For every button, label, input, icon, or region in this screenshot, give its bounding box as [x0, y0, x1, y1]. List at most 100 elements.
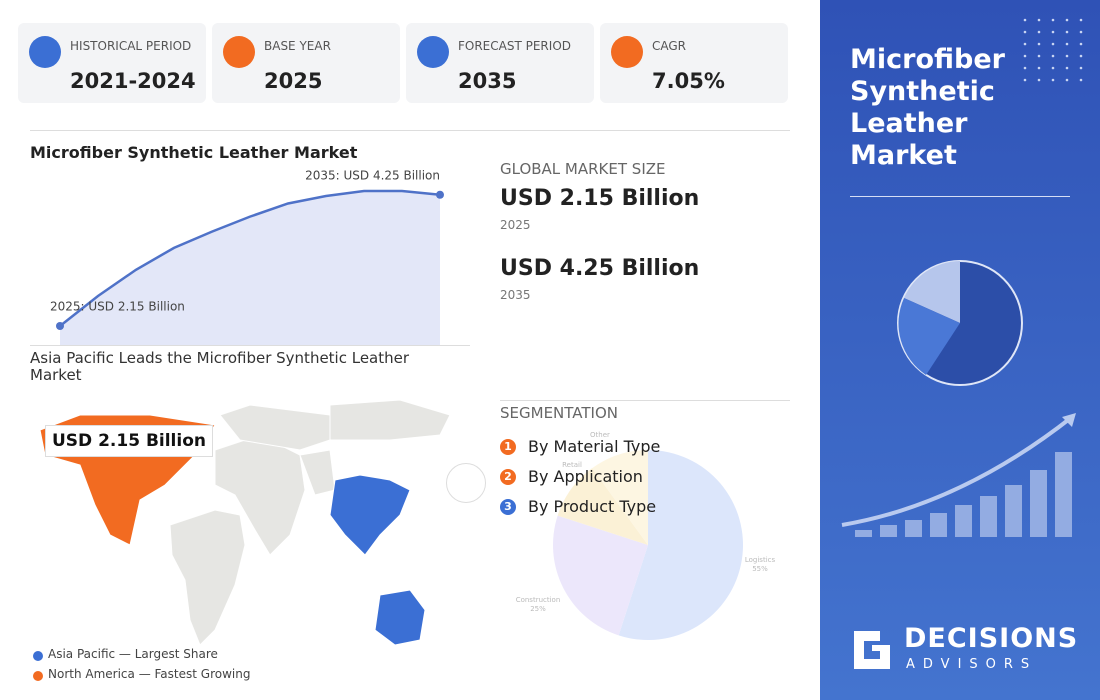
- pie-value-label: 25%: [530, 605, 546, 613]
- map-title: Asia Pacific Leads the Microfiber Synthe…: [30, 349, 410, 384]
- divider: [850, 196, 1070, 197]
- dot: [1065, 18, 1069, 22]
- stat-icon: [417, 36, 449, 68]
- data-label: 2025: USD 2.15 Billion: [50, 300, 185, 314]
- segment-badge: 2: [498, 467, 518, 487]
- stat-card: BASE YEAR 2025: [212, 23, 400, 103]
- segment-badge: 1: [498, 437, 518, 457]
- dot: [1051, 42, 1055, 46]
- stat-value: 2035: [458, 69, 517, 93]
- dot: [1023, 42, 1027, 46]
- market-size-value: USD 4.25 Billion: [500, 256, 700, 281]
- dot: [1037, 30, 1041, 34]
- stat-label: BASE YEAR: [264, 39, 331, 53]
- asia-pacific: [329, 474, 411, 556]
- logo-text: DECISIONS: [904, 623, 1079, 654]
- stat-card: FORECAST PERIOD 2035: [406, 23, 594, 103]
- pie-value-label: 55%: [752, 565, 768, 573]
- logo-subtext: ADVISORS: [906, 657, 1038, 672]
- pie-slice: [557, 468, 648, 545]
- south-america: [169, 509, 246, 646]
- pie-slice: [592, 450, 648, 545]
- stat-card: CAGR 7.05%: [600, 23, 788, 103]
- dot: [1065, 78, 1069, 82]
- dot: [1079, 54, 1083, 58]
- pie-label: Construction: [516, 596, 561, 604]
- stat-value: 7.05%: [652, 69, 725, 93]
- map-callout: USD 2.15 Billion: [45, 425, 213, 457]
- stat-label: HISTORICAL PERIOD: [70, 39, 192, 53]
- market-size-year: 2025: [500, 218, 531, 232]
- market-size-year: 2035: [500, 288, 531, 302]
- pie-label: Retail: [562, 461, 582, 469]
- dot: [1051, 78, 1055, 82]
- stat-icon: [223, 36, 255, 68]
- dot: [1037, 78, 1041, 82]
- line: [59, 189, 441, 327]
- stat-label: FORECAST PERIOD: [458, 39, 571, 53]
- legend-label: North America — Fastest Growing: [48, 667, 251, 681]
- divider: [30, 130, 790, 131]
- dot: [1023, 30, 1027, 34]
- dot: [1065, 54, 1069, 58]
- market-size-heading: GLOBAL MARKET SIZE: [500, 160, 666, 178]
- dot: [1023, 18, 1027, 22]
- chart-title: Microfiber Synthetic Leather Market: [30, 143, 358, 162]
- stat-card: HISTORICAL PERIOD 2021-2024: [18, 23, 206, 103]
- market-size-value: USD 2.15 Billion: [500, 186, 700, 211]
- divider: [500, 400, 790, 401]
- north-asia: [329, 399, 451, 441]
- dot: [1023, 78, 1027, 82]
- stat-icon: [29, 36, 61, 68]
- dot: [1051, 30, 1055, 34]
- dot: [1079, 66, 1083, 70]
- dot-grid: [1023, 18, 1083, 82]
- dot: [1051, 54, 1055, 58]
- stat-value: 2021-2024: [70, 69, 196, 93]
- stat-value: 2025: [264, 69, 323, 93]
- dot: [1037, 42, 1041, 46]
- dot: [1023, 66, 1027, 70]
- legend-dot: [33, 651, 43, 661]
- pie-label: Other: [590, 431, 610, 439]
- segment-hub: [446, 463, 486, 503]
- segment-label: By Material Type: [528, 437, 661, 456]
- data-label: 2035: USD 4.25 Billion: [305, 168, 440, 182]
- pie-icon: [897, 260, 1023, 386]
- point: [56, 322, 64, 330]
- growth-icon: [841, 413, 1076, 537]
- dot: [1079, 42, 1083, 46]
- legend-dot: [33, 671, 43, 681]
- dot: [1023, 54, 1027, 58]
- dot: [1051, 66, 1055, 70]
- segment-label: By Product Type: [528, 497, 657, 516]
- point: [436, 190, 444, 199]
- australia: [374, 589, 426, 646]
- segment-label: By Application: [528, 467, 643, 486]
- sidebar-title: Microfiber Synthetic Leather Market: [850, 44, 1005, 171]
- legend-label: Asia Pacific — Largest Share: [48, 647, 218, 661]
- segmentation-heading: SEGMENTATION: [500, 404, 618, 422]
- pie-slice: [618, 450, 743, 640]
- dot: [1065, 66, 1069, 70]
- stat-icon: [611, 36, 643, 68]
- dot: [1079, 78, 1083, 82]
- sidebar: Microfiber Synthetic Leather Market DECI…: [820, 0, 1100, 700]
- dot: [1037, 54, 1041, 58]
- pie-label: Logistics: [745, 556, 776, 564]
- logo-mark: [854, 631, 890, 669]
- pie-slice: [553, 515, 648, 636]
- dot: [1079, 18, 1083, 22]
- area-fill: [60, 191, 440, 345]
- dot: [1037, 18, 1041, 22]
- dot: [1037, 66, 1041, 70]
- segment-badge: 3: [498, 497, 518, 517]
- divider: [30, 345, 470, 346]
- dot: [1051, 18, 1055, 22]
- dot: [1065, 30, 1069, 34]
- dot: [1079, 30, 1083, 34]
- dot: [1065, 42, 1069, 46]
- area-chart: 2025: USD 2.15 Billion 2035: USD 4.25 Bil…: [50, 168, 444, 345]
